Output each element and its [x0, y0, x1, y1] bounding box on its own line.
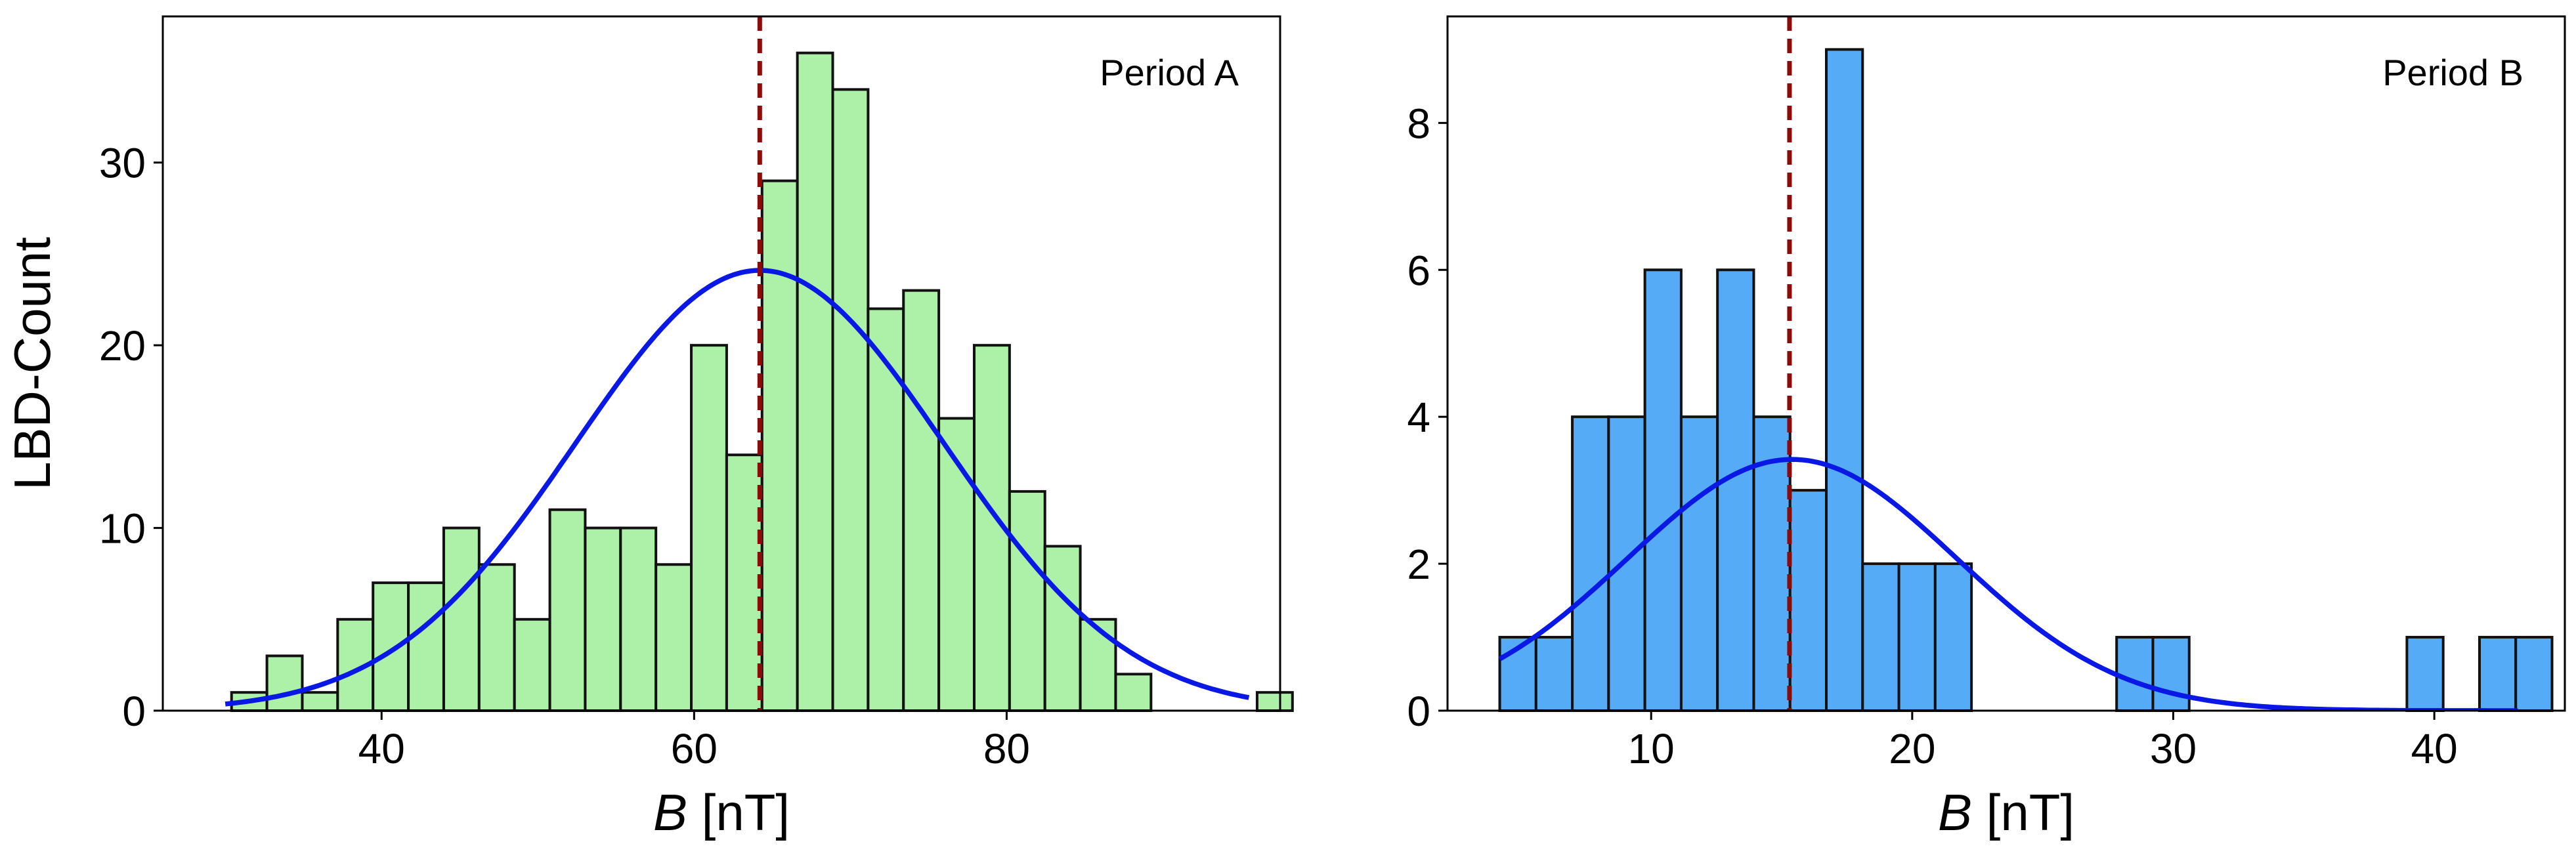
x-tick-label: 60 [671, 725, 718, 772]
histogram-bar [1643, 268, 1683, 712]
histogram-bar [2405, 636, 2445, 713]
panel-annotation: Period B [2382, 52, 2523, 93]
y-tick-label: 2 [1407, 541, 1430, 588]
histogram-bar [1114, 673, 1153, 713]
histogram-bar [760, 179, 799, 713]
histogram-bar [265, 654, 304, 713]
histogram-bars [230, 51, 1294, 713]
histogram-bar [442, 526, 481, 712]
x-axis-unit: [nT] [1972, 784, 2074, 841]
axes-frame [1446, 15, 2566, 712]
histogram-bar [513, 617, 551, 713]
y-tick-label: 10 [99, 505, 146, 553]
histogram-bar [902, 289, 941, 712]
x-tick-label: 40 [358, 725, 405, 772]
x-axis-label: B [nT] [1938, 784, 2074, 841]
y-tick-label: 30 [99, 140, 146, 187]
histogram-bar [690, 344, 728, 712]
histogram-bar [725, 453, 763, 712]
x-tick-label: 40 [2411, 725, 2458, 772]
y-axis-label: LBD-Count [3, 237, 61, 490]
histogram-bar [831, 88, 870, 713]
histogram-bar [1571, 415, 1610, 712]
x-tick-label: 20 [1889, 725, 1935, 772]
histogram-bar [655, 563, 693, 713]
histogram-bar [1679, 415, 1719, 712]
histogram-bar [548, 508, 587, 712]
histogram-bar [2514, 636, 2554, 713]
y-tick-label: 0 [122, 688, 146, 735]
histogram-bar [1534, 636, 1574, 713]
histogram-bar [1933, 562, 1973, 712]
x-tick-label: 80 [983, 725, 1030, 772]
histogram-bar [1788, 489, 1828, 713]
x-axis-variable: B [653, 784, 687, 841]
histogram-bar [2115, 636, 2155, 713]
histogram-bar [1079, 617, 1117, 713]
histogram-bar [937, 417, 976, 712]
x-axis-variable: B [1938, 784, 1972, 841]
histogram-bar [1043, 545, 1082, 713]
x-axis-unit: [nT] [687, 784, 790, 841]
x-axis-label: B [nT] [653, 784, 790, 841]
panel-annotation: Period A [1100, 52, 1239, 93]
gaussian-fit-curve [225, 268, 1250, 707]
histogram-bar [2151, 636, 2191, 713]
histogram-bar [1825, 48, 1864, 712]
histogram-bar [372, 581, 410, 713]
histogram-bar [2478, 636, 2518, 713]
histogram-bar [867, 307, 905, 712]
panel-period-b: 10 20 30 40 0 2 4 6 8 B [nT] Period B [1407, 15, 2566, 841]
x-tick-label: 10 [1628, 725, 1675, 772]
histogram-bar [301, 691, 339, 712]
histogram-bar [1008, 490, 1046, 712]
y-tick-label: 20 [99, 322, 146, 369]
y-tick-label: 4 [1407, 394, 1430, 441]
histogram-bar [1255, 691, 1294, 712]
histogram-bar [619, 526, 658, 712]
histogram-bar [1607, 415, 1646, 712]
y-tick-label: 8 [1407, 100, 1430, 147]
histogram-bar [1897, 562, 1937, 712]
x-tick-label: 30 [2150, 725, 2197, 772]
histogram-bar [1861, 562, 1900, 712]
panel-period-a: 40 60 80 0 10 20 30 B [nT] LBD-Count Period A [3, 15, 1294, 841]
histogram-bar [796, 51, 834, 713]
histogram-bar [1716, 268, 1755, 712]
histogram-bar [407, 581, 445, 713]
y-tick-label: 0 [1407, 688, 1430, 735]
y-tick-label: 6 [1407, 247, 1430, 294]
histogram-bar [477, 563, 516, 713]
histogram-bars [1498, 48, 2554, 713]
axes-frame [161, 15, 1281, 712]
histogram-bar [584, 526, 622, 712]
